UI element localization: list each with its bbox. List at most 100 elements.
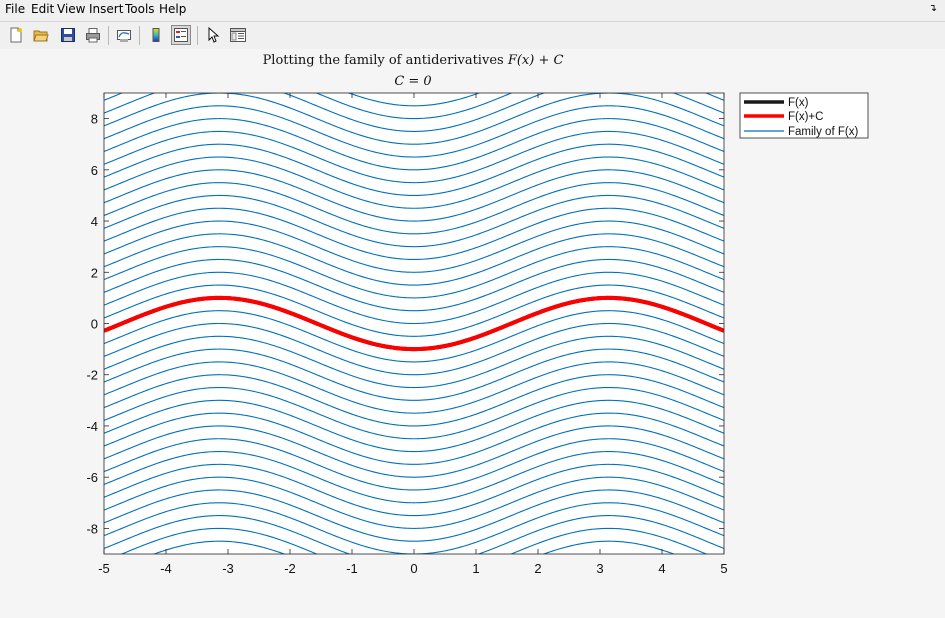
- family-curve: [104, 93, 724, 132]
- edit-plot-button[interactable]: [203, 25, 223, 45]
- family-curve: [104, 438, 724, 491]
- y-tick-label: 8: [91, 112, 98, 127]
- family-curve: [104, 156, 724, 209]
- family-curve: [104, 258, 724, 312]
- legend-label-fx-plus-c: F(x)+C: [788, 111, 823, 123]
- folder-open-icon: [33, 30, 49, 42]
- family-curve: [104, 463, 724, 517]
- printer-icon: [86, 28, 100, 43]
- family-curve: [347, 93, 481, 107]
- floppy-disk-icon: [61, 28, 75, 42]
- family-curve: [104, 451, 724, 504]
- y-tick-label: 6: [91, 163, 98, 178]
- family-curve: [104, 476, 724, 529]
- legend-label-fx: F(x): [788, 97, 809, 109]
- figure-area: Plotting the family of antiderivatives F…: [0, 49, 945, 618]
- x-axis: -5 -4 -3 -2 -1 0 1 2 3 4 5: [98, 93, 728, 576]
- family-curve: [104, 284, 724, 337]
- family-curve: [104, 143, 724, 196]
- chart-title-math: F(x) + C: [507, 53, 564, 68]
- link-plot-button[interactable]: [114, 25, 134, 45]
- print-figure-button[interactable]: [83, 25, 103, 45]
- insert-legend-button[interactable]: [171, 25, 191, 45]
- x-tick-label: -2: [284, 561, 296, 576]
- x-tick-label: 0: [410, 561, 417, 576]
- menu-bar: File Edit View Insert Tools Help ↴: [0, 0, 945, 20]
- family-curve: [104, 515, 724, 554]
- family-curve: [104, 412, 724, 465]
- family-curve: [104, 93, 724, 120]
- legend-icon: [174, 28, 188, 42]
- new-file-icon: [10, 27, 22, 43]
- family-curve: [104, 425, 724, 478]
- family-curve: [104, 271, 724, 325]
- x-tick-label: 2: [534, 561, 541, 576]
- menu-edit[interactable]: Edit: [31, 2, 55, 16]
- family-curve: [120, 527, 708, 554]
- family-curves: [104, 93, 724, 554]
- y-axis: -8 -6 -4 -2 0 2 4 6 8: [86, 112, 724, 536]
- family-curve: [104, 105, 724, 158]
- menu-view[interactable]: View: [57, 2, 86, 16]
- family-curve: [104, 361, 724, 414]
- chart-title-text: Plotting the family of antiderivatives: [263, 53, 508, 68]
- y-tick-label: 0: [91, 317, 98, 332]
- family-curve: [104, 322, 724, 376]
- family-curve: [104, 246, 724, 299]
- x-tick-label: -3: [222, 561, 234, 576]
- x-tick-label: 3: [596, 561, 603, 576]
- family-curve: [152, 540, 676, 554]
- y-tick-label: 4: [91, 214, 98, 229]
- y-tick-label: 2: [91, 265, 98, 280]
- family-curve: [104, 169, 724, 222]
- plot-canvas: Plotting the family of antiderivatives F…: [86, 53, 869, 576]
- toolbar-separator: [197, 26, 198, 45]
- family-curve: [104, 399, 724, 453]
- family-curve: [104, 233, 724, 286]
- x-tick-label: 4: [658, 561, 665, 576]
- family-curve: [104, 130, 724, 184]
- undock-arrow-icon[interactable]: ↴: [928, 3, 937, 14]
- menu-help[interactable]: Help: [159, 2, 187, 16]
- family-curve: [104, 220, 724, 273]
- save-figure-button[interactable]: [58, 25, 78, 45]
- family-curve: [104, 489, 724, 542]
- open-file-button[interactable]: [31, 25, 51, 45]
- menu-file[interactable]: File: [5, 2, 26, 16]
- family-curve: [104, 93, 724, 145]
- family-curve: [104, 348, 724, 401]
- family-curve: [104, 194, 724, 248]
- family-curve: [104, 207, 724, 261]
- x-tick-label: -5: [98, 561, 110, 576]
- menu-tools[interactable]: Tools: [125, 2, 155, 16]
- menu-insert[interactable]: Insert: [89, 2, 124, 16]
- toolbar-separator: [139, 26, 140, 45]
- family-curve: [104, 386, 724, 440]
- insert-colorbar-button[interactable]: [146, 25, 166, 45]
- y-tick-label: -2: [86, 368, 98, 383]
- y-tick-label: -8: [86, 521, 98, 536]
- figure-toolbar: [0, 21, 945, 50]
- y-tick-label: -6: [86, 470, 98, 485]
- family-curve: [104, 502, 724, 554]
- family-curve: [104, 335, 724, 389]
- series-fx-plus-c-line: [104, 295, 724, 352]
- x-tick-label: 1: [472, 561, 479, 576]
- link-plot-icon: [117, 30, 131, 42]
- toolbar-separator: [108, 26, 109, 45]
- x-tick-label: -4: [160, 561, 172, 576]
- legend-label-family: Family of F(x): [788, 126, 858, 138]
- family-curve: [104, 374, 724, 427]
- family-curve: [104, 182, 724, 235]
- colorbar-icon: [152, 28, 160, 42]
- new-figure-button[interactable]: [6, 25, 26, 45]
- y-tick-label: -4: [86, 419, 98, 434]
- family-curve: [104, 310, 724, 363]
- x-tick-label: 5: [720, 561, 727, 576]
- legend[interactable]: F(x) F(x)+C Family of F(x): [739, 92, 869, 139]
- family-curve: [104, 118, 724, 171]
- chart-title-line1: Plotting the family of antiderivatives F…: [263, 53, 564, 68]
- pointer-arrow-icon: [208, 27, 220, 43]
- plot-tools-icon: [230, 28, 246, 42]
- show-plot-tools-button[interactable]: [228, 25, 248, 45]
